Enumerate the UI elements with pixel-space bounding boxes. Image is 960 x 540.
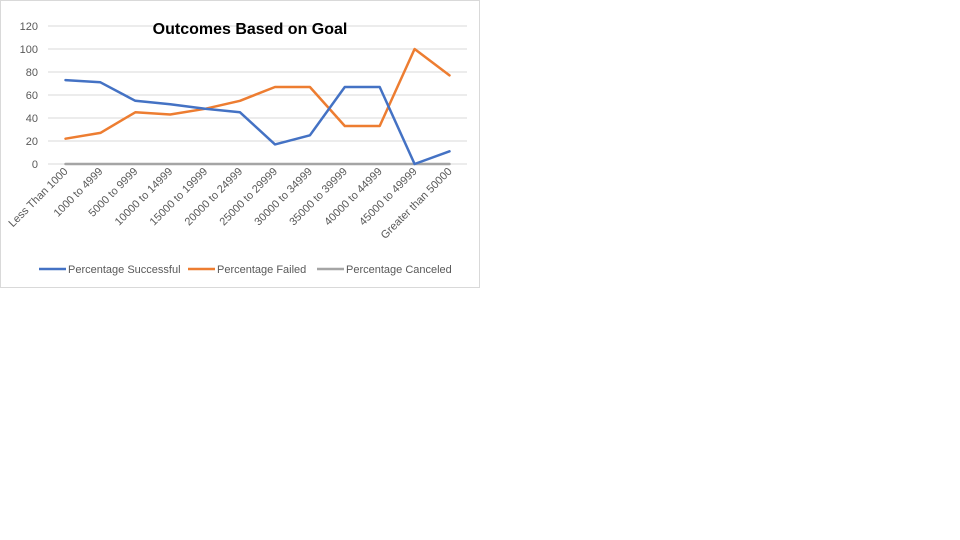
legend-label: Percentage Successful <box>68 264 181 276</box>
legend-label: Percentage Canceled <box>346 264 452 276</box>
series-line <box>64 78 451 166</box>
y-axis-ticks: 0 20 40 60 80 100 120 <box>20 21 38 171</box>
chart-title: Outcomes Based on Goal <box>153 21 348 38</box>
y-tick-label: 120 <box>20 21 38 33</box>
series-line <box>64 47 451 140</box>
y-tick-label: 0 <box>32 159 38 171</box>
y-tick-label: 100 <box>20 44 38 56</box>
y-tick-label: 20 <box>26 136 38 148</box>
legend: Percentage Successful Percentage Failed Pe… <box>39 264 452 276</box>
series-lines <box>64 47 451 166</box>
x-tick-label: Less Than 1000 <box>6 166 70 230</box>
y-tick-label: 40 <box>26 113 38 125</box>
legend-label: Percentage Failed <box>217 264 306 276</box>
y-tick-label: 60 <box>26 90 38 102</box>
gridlines <box>48 25 467 165</box>
y-tick-label: 80 <box>26 67 38 79</box>
chart-frame: 0 20 40 60 80 100 120 Less Than 1000 1000 to 49… <box>0 0 480 288</box>
